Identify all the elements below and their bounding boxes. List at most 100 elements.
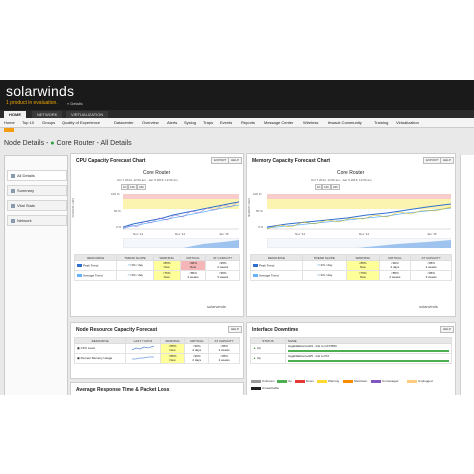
menu-item-datacenter[interactable]: Datacenter bbox=[114, 120, 134, 125]
page-title-suffix: - All Details bbox=[94, 140, 132, 147]
capacity-value: <95% 2 weeks bbox=[208, 353, 240, 364]
page-title-prefix: Node Details - bbox=[4, 140, 51, 147]
help-button[interactable]: HELP bbox=[228, 157, 242, 164]
y-tick: 0 % bbox=[258, 225, 264, 229]
resource-name[interactable]: Percent Memory Usage bbox=[80, 355, 113, 360]
trend-arrow-icon: ↗ bbox=[127, 262, 130, 267]
response-time-panel: Average Response Time & Packet Loss bbox=[70, 382, 244, 395]
breadcrumb[interactable] bbox=[4, 128, 14, 132]
table-row: Peak Trend ↗<1% / day <85% Now <90% 2 da… bbox=[250, 260, 452, 271]
capacity-value: <95% 2 weeks bbox=[205, 260, 240, 271]
node-name[interactable]: Core Router bbox=[56, 140, 95, 147]
x-tick: Dec '14 bbox=[175, 232, 186, 236]
help-button[interactable]: HELP bbox=[440, 157, 454, 164]
cpu-actual-line bbox=[123, 200, 239, 230]
zoom-24h-button[interactable]: 24h bbox=[137, 184, 147, 190]
tab-home[interactable]: HOME bbox=[4, 111, 26, 118]
sidebar-item-network[interactable]: Network bbox=[7, 215, 67, 226]
sidebar-item-vital-stats[interactable]: Vital Stats bbox=[7, 200, 67, 211]
menu-item-events[interactable]: Events bbox=[220, 120, 233, 125]
legend-item: Unreachable bbox=[251, 386, 279, 390]
sidebar-item-label: All Details bbox=[17, 173, 35, 178]
export-button[interactable]: EXPORT bbox=[211, 157, 230, 164]
menu-item-alerts[interactable]: Alerts bbox=[167, 120, 178, 125]
view-sidebar: All Details Summary Vital Stats Network bbox=[4, 155, 68, 395]
cpu-forecast-panel: CPU Capacity Forecast Chart EXPORT HELP … bbox=[70, 153, 244, 317]
sparkline bbox=[131, 356, 154, 360]
brand-bar: solarwinds 1 product in evaluation. » De… bbox=[0, 80, 474, 110]
solarwinds-logo[interactable]: solarwinds bbox=[6, 83, 75, 99]
capacity-value: <95% 3 weeks bbox=[410, 270, 452, 281]
navigator-area bbox=[183, 240, 239, 248]
memory-actual-line bbox=[267, 206, 451, 230]
legend-item: Warning bbox=[317, 379, 339, 383]
menu-item-wireless[interactable]: Wireless bbox=[303, 120, 319, 125]
warning-band bbox=[267, 199, 451, 209]
help-button[interactable]: HELP bbox=[228, 326, 242, 333]
chart-title: Core Router bbox=[337, 170, 365, 176]
legend-item: Unplugged bbox=[407, 379, 433, 383]
x-tick: Nov '14 bbox=[295, 232, 306, 236]
app-window: solarwinds 1 product in evaluation. » De… bbox=[0, 80, 474, 395]
cpu-range-navigator[interactable] bbox=[123, 238, 239, 248]
capacity-value: <95% 3 weeks bbox=[205, 270, 240, 281]
status-up-icon: ▲ bbox=[253, 355, 256, 360]
tab-network[interactable]: NETWORK bbox=[32, 111, 63, 118]
zoom-1h-button[interactable]: 1h bbox=[121, 184, 129, 190]
zoom-12h-button[interactable]: 12h bbox=[322, 184, 332, 190]
summary-icon bbox=[11, 188, 15, 193]
downtime-table: STATUS NAME ▲ Up GigabitEthernet0/4 · li… bbox=[250, 337, 452, 364]
menu-item-message-center[interactable]: Message Center bbox=[264, 120, 294, 125]
average-trend-swatch bbox=[77, 273, 82, 277]
menu-item-virtualization[interactable]: Virtualization bbox=[396, 120, 419, 125]
resource-name: Average Trend bbox=[259, 272, 279, 277]
status-up-icon: ▲ bbox=[253, 345, 256, 350]
chart-title: Core Router bbox=[143, 170, 171, 176]
zoom-12h-button[interactable]: 12h bbox=[128, 184, 138, 190]
menu-item-overview[interactable]: Overview bbox=[142, 120, 159, 125]
resource-forecast-table: RESOURCE LAST 7 DAYS WARNING CRITICAL AT… bbox=[73, 337, 240, 364]
node-status-icon: ● bbox=[50, 140, 55, 147]
menu-item-qoe[interactable]: Quality of Experience bbox=[62, 120, 101, 125]
table-row: Average Trend ↗<1% / day <75% Now <85% 2… bbox=[73, 270, 240, 281]
main-menu: Home Top 10 Groups Quality of Experience… bbox=[0, 118, 474, 128]
sidebar-item-all-details[interactable]: All Details bbox=[7, 170, 67, 181]
menu-item-top10[interactable]: Top 10 bbox=[22, 120, 35, 125]
chart-subtitle: Oct 7 2014, 12:00 am - Jan 5 2015, 12:00… bbox=[117, 178, 178, 182]
export-button[interactable]: EXPORT bbox=[423, 157, 442, 164]
legend-item: Up bbox=[277, 379, 292, 383]
x-tick: Jan '15 bbox=[219, 232, 229, 236]
average-trend-line bbox=[267, 207, 451, 229]
warning-value: <75% Now bbox=[345, 270, 380, 281]
sidebar-item-label: Summary bbox=[17, 188, 35, 193]
memory-range-navigator[interactable] bbox=[267, 238, 451, 248]
menu-item-training[interactable]: Training bbox=[374, 120, 389, 125]
tab-virtualization[interactable]: VIRTUALIZATION bbox=[66, 111, 109, 118]
menu-item-reports[interactable]: Reports bbox=[241, 120, 256, 125]
legend-item: Unmanaged bbox=[371, 379, 398, 383]
critical-value: <85% 2 weeks bbox=[378, 270, 412, 281]
menu-item-traps[interactable]: Traps bbox=[203, 120, 214, 125]
panel-title: Average Response Time & Packet Loss bbox=[76, 387, 170, 393]
menu-item-thwack[interactable]: thwack Community bbox=[328, 120, 362, 125]
help-button[interactable]: HELP bbox=[440, 326, 454, 333]
menu-item-syslog[interactable]: Syslog bbox=[184, 120, 197, 125]
x-tick: Nov '14 bbox=[133, 232, 144, 236]
menu-item-groups[interactable]: Groups bbox=[42, 120, 56, 125]
menu-item-home[interactable]: Home bbox=[4, 120, 15, 125]
table-row: ▣ CPU Load <85% Now <90% 2 days <95% 2 w… bbox=[73, 343, 240, 354]
sidebar-item-summary[interactable]: Summary bbox=[7, 185, 67, 196]
cpu-forecast-chart[interactable] bbox=[123, 191, 239, 231]
zoom-1h-button[interactable]: 1h bbox=[315, 184, 323, 190]
status-text: Up bbox=[256, 345, 261, 350]
interface-name[interactable]: GigabitEthernet0/4 · link to CAT3550 bbox=[288, 344, 337, 349]
details-link[interactable]: » Details bbox=[67, 101, 83, 106]
resource-name[interactable]: CPU Load bbox=[80, 345, 95, 350]
warning-value: <85% Now bbox=[152, 260, 181, 271]
trend-arrow-icon: ↗ bbox=[316, 272, 319, 277]
capacity-value: <95% 2 weeks bbox=[410, 260, 452, 271]
zoom-24h-button[interactable]: 24h bbox=[331, 184, 341, 190]
interface-name[interactable]: GigabitEthernet0/5 · link to PIX bbox=[288, 354, 330, 359]
warning-value: <85% Now bbox=[159, 353, 186, 364]
memory-forecast-chart[interactable] bbox=[267, 191, 451, 231]
